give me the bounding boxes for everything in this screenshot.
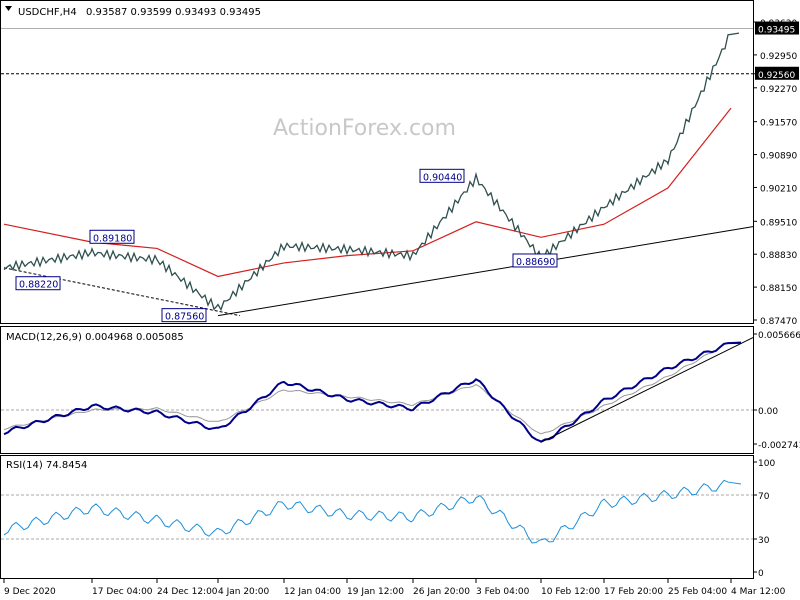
rsi-y-tick-label: 100: [758, 459, 775, 469]
price-annotation-box: [161, 308, 207, 323]
price-y-tick-label: 0.89510: [760, 218, 797, 228]
price-y-tick-label: 0.92270: [760, 85, 797, 95]
price-annotation-label: 0.89180: [93, 233, 132, 244]
level-price-box: [755, 66, 799, 80]
x-tick-label: 4 Jan 20:00: [218, 587, 270, 597]
price-annotation-label: 0.88220: [19, 280, 58, 291]
rsi-panel: [0, 455, 754, 579]
price-panel: [0, 0, 754, 324]
price-annotation-box: [89, 229, 135, 244]
price-trendline: [3, 267, 241, 317]
macd-y-tick-label: 0.00: [758, 407, 778, 417]
moving-average-line: [3, 107, 732, 278]
current-price-label: 0.93495: [758, 26, 795, 36]
x-tick-label: 3 Feb 04:00: [476, 587, 530, 597]
price-y-tick-label: 0.90890: [760, 152, 797, 162]
level-price-label: 0.92560: [758, 71, 795, 81]
price-annotation-box: [512, 253, 558, 268]
x-tick-label: 4 Mar 12:00: [731, 587, 786, 597]
x-tick-label: 17 Feb 20:00: [604, 587, 663, 597]
price-series-line: [3, 32, 740, 312]
chart-menu-icon[interactable]: [5, 6, 12, 11]
price-y-tick-label: 0.92950: [760, 52, 797, 62]
x-tick-label: 24 Dec 12:00: [157, 587, 218, 597]
rsi-line: [3, 479, 742, 544]
price-annotation-box: [419, 168, 465, 183]
macd-panel: [0, 326, 754, 454]
x-tick-label: 12 Jan 04:00: [284, 587, 341, 597]
macd-trendline: [540, 337, 754, 443]
watermark: ActionForex.com: [273, 116, 456, 141]
rsi-y-tick-label: 30: [758, 536, 770, 546]
rsi-label: RSI(14) 74.8454: [6, 460, 87, 471]
price-annotation-box: [15, 276, 61, 291]
price-y-tick-label: 0.90210: [760, 184, 797, 194]
macd-label: MACD(12,26,9) 0.004968 0.005085: [6, 332, 184, 343]
x-tick-label: 17 Dec 04:00: [92, 587, 153, 597]
macd-y-tick-label: 0.005666: [758, 331, 800, 341]
price-y-tick-label: 0.88150: [760, 284, 797, 294]
price-annotation-label: 0.90440: [423, 172, 462, 183]
macd-y-tick-label: -0.002741: [758, 441, 800, 451]
chart-instrument-label: USDCHF,H4: [18, 7, 77, 18]
price-y-tick-label: 0.87470: [760, 317, 797, 327]
x-tick-label: 10 Feb 12:00: [541, 587, 600, 597]
price-trendline: [217, 226, 754, 317]
rsi-y-tick-label: 0: [758, 569, 764, 579]
chart-ohlc-label: 0.93587 0.93599 0.93493 0.93495: [86, 7, 261, 18]
price-y-tick-label: 0.88830: [760, 251, 797, 261]
x-tick-label: 26 Jan 20:00: [413, 587, 470, 597]
rsi-y-tick-label: 70: [758, 492, 770, 502]
x-tick-label: 19 Jan 12:00: [347, 587, 404, 597]
x-tick-label: 25 Feb 04:00: [668, 587, 727, 597]
price-annotation-label: 0.87560: [165, 312, 204, 323]
current-price-box: [755, 21, 799, 35]
price-y-tick-label: 0.91570: [760, 119, 797, 129]
macd-signal-line: [3, 341, 742, 435]
price-annotation-label: 0.88690: [516, 257, 555, 268]
macd-line: [3, 341, 742, 443]
x-tick-label: 9 Dec 2020: [4, 587, 56, 597]
